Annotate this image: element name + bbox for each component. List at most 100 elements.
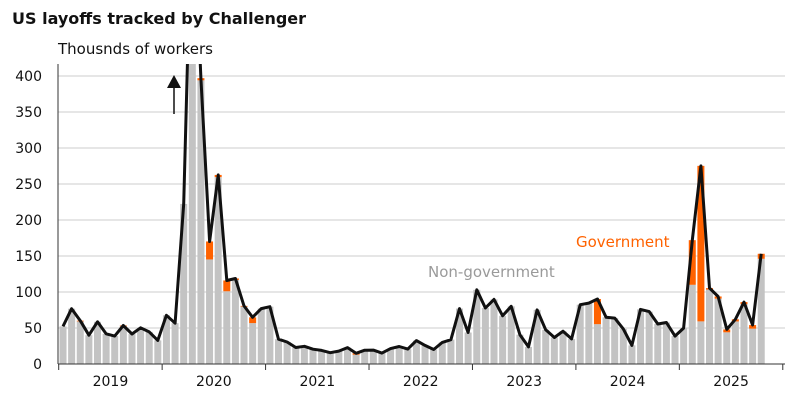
bar-non-government bbox=[300, 346, 308, 364]
chart-title: US layoffs tracked by Challenger bbox=[12, 9, 307, 28]
bar-non-government bbox=[361, 350, 369, 364]
bar-non-government bbox=[93, 321, 101, 364]
x-axis: 2019 2020 2021 2022 2023 2024 2025 bbox=[57, 64, 785, 390]
government-label: Government bbox=[576, 233, 670, 251]
bar-non-government bbox=[128, 334, 136, 364]
bar-non-government bbox=[619, 328, 627, 364]
bar-non-government bbox=[637, 309, 645, 364]
x-tick-label: 2024 bbox=[610, 374, 646, 390]
y-tick-label: 250 bbox=[15, 177, 42, 193]
bar-government bbox=[593, 298, 601, 325]
bar-non-government bbox=[206, 259, 214, 364]
bar-government bbox=[697, 165, 705, 322]
bar-government bbox=[249, 317, 257, 324]
bar-government bbox=[206, 241, 214, 260]
y-tick-label: 400 bbox=[15, 69, 42, 85]
bar-non-government bbox=[456, 308, 464, 364]
bar-non-government bbox=[180, 203, 188, 364]
bar-non-government bbox=[524, 346, 532, 364]
bar-non-government bbox=[214, 177, 222, 364]
bar-non-government bbox=[231, 279, 239, 364]
bar-government bbox=[749, 325, 757, 329]
bar-non-government bbox=[404, 349, 412, 364]
bar-non-government bbox=[645, 311, 653, 364]
bar-non-government bbox=[559, 331, 567, 364]
bar-non-government bbox=[326, 352, 334, 364]
bar-non-government bbox=[335, 351, 343, 364]
bar-non-government bbox=[550, 337, 558, 364]
bar-non-government bbox=[464, 332, 472, 364]
chart-subtitle: Thousnds of workers bbox=[58, 40, 213, 58]
bar-non-government bbox=[749, 328, 757, 364]
x-tick-label: 2023 bbox=[506, 374, 542, 390]
bar-non-government bbox=[654, 323, 662, 364]
non-government-label: Non-government bbox=[428, 263, 555, 281]
bar-non-government bbox=[378, 353, 386, 364]
bar-non-government bbox=[343, 347, 351, 364]
bar-non-government bbox=[671, 336, 679, 364]
x-tick-label: 2022 bbox=[403, 374, 439, 390]
bar-non-government bbox=[533, 309, 541, 364]
bar-non-government bbox=[102, 333, 110, 364]
bar-non-government bbox=[249, 323, 257, 364]
bar-non-government bbox=[680, 328, 688, 364]
x-tick-label: 2020 bbox=[196, 374, 232, 390]
bar-non-government bbox=[145, 331, 153, 364]
bar-non-government bbox=[266, 306, 274, 364]
bar-non-government bbox=[490, 299, 498, 364]
bar-non-government bbox=[688, 284, 696, 364]
bar-non-government bbox=[706, 289, 714, 364]
bar-non-government bbox=[628, 345, 636, 364]
bar-non-government bbox=[421, 345, 429, 364]
bar-non-government bbox=[76, 321, 84, 364]
bar-non-government bbox=[723, 332, 731, 364]
bar-non-government bbox=[447, 339, 455, 364]
bar-non-government bbox=[602, 317, 610, 364]
x-tick-label: 2025 bbox=[713, 374, 749, 390]
bar-non-government bbox=[387, 348, 395, 364]
bar-non-government bbox=[68, 308, 76, 364]
bar-non-government bbox=[85, 335, 93, 364]
bar-non-government bbox=[369, 350, 377, 364]
total-line bbox=[61, 64, 763, 355]
bar-non-government bbox=[662, 322, 670, 364]
bar-non-government bbox=[611, 318, 619, 364]
bar-non-government bbox=[576, 304, 584, 364]
bar-non-government bbox=[119, 326, 127, 364]
bar-non-government bbox=[697, 321, 705, 364]
y-tick-label: 200 bbox=[15, 213, 42, 229]
bar-non-government bbox=[309, 349, 317, 364]
off-scale-arrow-icon bbox=[167, 75, 181, 114]
bar-non-government bbox=[542, 329, 550, 364]
bar-non-government bbox=[593, 324, 601, 364]
bar-non-government bbox=[318, 350, 326, 364]
bar-non-government bbox=[412, 340, 420, 364]
bar-non-government bbox=[731, 321, 739, 364]
bar-non-government bbox=[568, 338, 576, 364]
bar-non-government bbox=[740, 304, 748, 364]
bar-non-government bbox=[171, 323, 179, 364]
bar-non-government bbox=[585, 303, 593, 364]
bar-government bbox=[223, 280, 231, 292]
bar-non-government bbox=[352, 354, 360, 364]
bar-non-government bbox=[162, 315, 170, 364]
bar-non-government bbox=[507, 306, 515, 364]
bar-non-government bbox=[714, 298, 722, 364]
bar-non-government bbox=[395, 346, 403, 364]
bar-non-government bbox=[240, 306, 248, 364]
bar-non-government bbox=[257, 308, 265, 364]
bar-non-government bbox=[59, 326, 67, 364]
y-tick-label: 50 bbox=[24, 321, 42, 337]
bar-non-government bbox=[430, 349, 438, 364]
bar-non-government bbox=[197, 80, 205, 364]
y-tick-label: 150 bbox=[15, 249, 42, 265]
bar-non-government bbox=[283, 341, 291, 364]
gridlines bbox=[58, 75, 785, 329]
x-tick-label: 2021 bbox=[299, 374, 335, 390]
bar-non-government bbox=[499, 315, 507, 364]
bar-non-government bbox=[275, 339, 283, 364]
bar-non-government bbox=[223, 291, 231, 364]
y-axis-labels: 0 50 100 150 200 250 300 350 400 bbox=[15, 69, 42, 373]
bar-non-government bbox=[481, 307, 489, 364]
bar-non-government bbox=[292, 347, 300, 364]
